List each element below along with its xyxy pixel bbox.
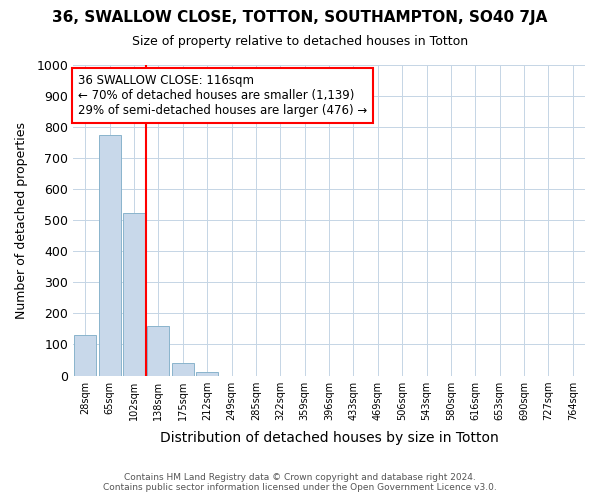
- Bar: [172, 363, 194, 376]
- Text: Contains HM Land Registry data © Crown copyright and database right 2024.
Contai: Contains HM Land Registry data © Crown c…: [103, 473, 497, 492]
- Y-axis label: Number of detached properties: Number of detached properties: [15, 122, 28, 319]
- X-axis label: Distribution of detached houses by size in Totton: Distribution of detached houses by size …: [160, 431, 499, 445]
- Bar: [196, 372, 218, 376]
- Bar: [123, 212, 145, 376]
- Bar: [98, 135, 121, 376]
- Text: 36, SWALLOW CLOSE, TOTTON, SOUTHAMPTON, SO40 7JA: 36, SWALLOW CLOSE, TOTTON, SOUTHAMPTON, …: [52, 10, 548, 25]
- Text: 36 SWALLOW CLOSE: 116sqm
← 70% of detached houses are smaller (1,139)
29% of sem: 36 SWALLOW CLOSE: 116sqm ← 70% of detach…: [78, 74, 367, 118]
- Text: Size of property relative to detached houses in Totton: Size of property relative to detached ho…: [132, 35, 468, 48]
- Bar: [74, 335, 96, 376]
- Bar: [148, 326, 169, 376]
